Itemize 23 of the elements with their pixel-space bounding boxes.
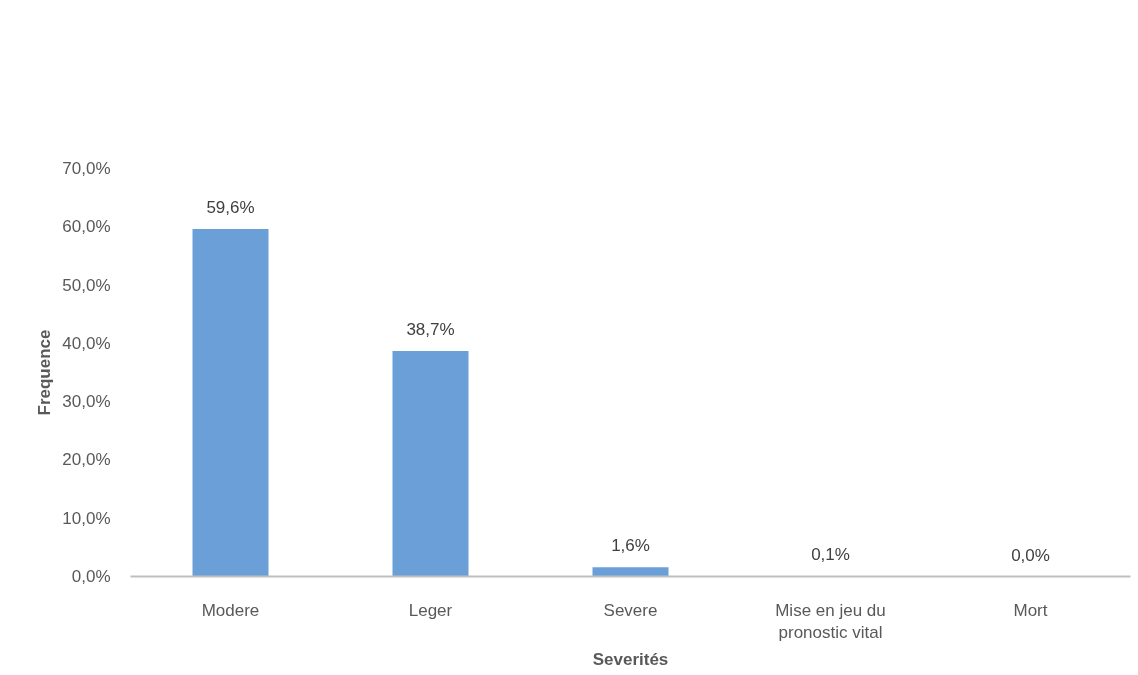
- y-axis-title: Frequence: [35, 329, 55, 416]
- y-tick-label: 20,0%: [62, 450, 111, 470]
- y-tick-label: 0,0%: [71, 567, 111, 586]
- data-label: 38,7%: [406, 319, 455, 339]
- x-axis-title: Severités: [592, 650, 669, 670]
- data-label: 59,6%: [206, 198, 255, 218]
- y-tick-label: 70,0%: [62, 159, 111, 178]
- x-tick-label: Mort: [1013, 600, 1048, 620]
- x-tick-label: Mise en jeu du pronostic vital: [775, 600, 886, 643]
- y-tick-label: 50,0%: [62, 275, 111, 295]
- y-tick-label: 60,0%: [62, 217, 111, 237]
- data-label: 1,6%: [611, 536, 650, 556]
- bar: [192, 229, 269, 577]
- x-tick-label: Leger: [408, 600, 453, 620]
- x-tick-label: Severe: [603, 600, 658, 620]
- y-tick-label: 30,0%: [62, 392, 111, 412]
- bar: [392, 350, 469, 577]
- data-label: 0,1%: [811, 544, 850, 564]
- x-tick-label: Modere: [201, 600, 260, 620]
- data-label: 0,0%: [1011, 545, 1050, 565]
- y-tick-label: 40,0%: [62, 333, 111, 353]
- bar: [592, 567, 669, 577]
- y-tick-label: 10,0%: [62, 508, 111, 528]
